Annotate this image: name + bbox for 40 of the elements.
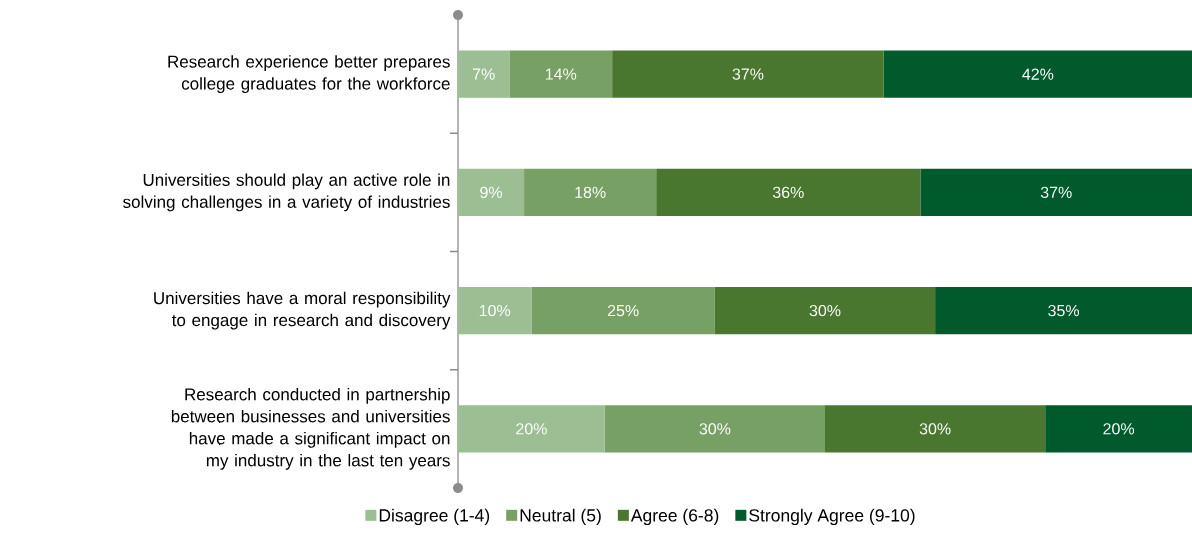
data-label: 10% xyxy=(479,304,511,317)
y-tick-label: Universities have a moral responsibility to engage in research and discovery xyxy=(154,291,451,330)
bar xyxy=(524,168,657,217)
data-label: 37% xyxy=(732,68,764,80)
bar xyxy=(458,50,510,98)
bar xyxy=(509,50,613,98)
data-label: 25% xyxy=(607,304,639,317)
data-label: 9% xyxy=(480,186,503,199)
data-label: 35% xyxy=(1048,304,1079,317)
legend-label: Strongly Agree (9-10) xyxy=(749,508,915,526)
bar xyxy=(531,286,715,335)
data-label: 20% xyxy=(516,423,547,435)
data-label: 37% xyxy=(1040,186,1072,199)
bar xyxy=(935,286,1192,335)
bar xyxy=(458,405,605,453)
data-label: 30% xyxy=(919,423,951,435)
data-label: 42% xyxy=(1022,68,1054,80)
bar xyxy=(825,405,1046,453)
bar xyxy=(612,50,884,98)
data-label: 14% xyxy=(545,68,577,80)
data-label: 18% xyxy=(575,186,606,199)
bar xyxy=(656,168,921,217)
bar xyxy=(1045,405,1192,453)
legend-label: Agree (6-8) xyxy=(630,508,719,526)
legend-label: Disagree (1-4) xyxy=(379,508,490,526)
bar xyxy=(604,405,826,453)
y-tick-label: Research conducted in partnership between businesses and universities have made a significant impact on my industry in the last ten years xyxy=(171,387,450,470)
data-label: 7% xyxy=(472,68,495,80)
bar xyxy=(883,50,1192,98)
bar xyxy=(458,286,532,335)
bar xyxy=(458,168,525,217)
data-label: 30% xyxy=(699,423,731,435)
y-tick-label: Universities should play an active role in solving challenges in a variety of industries xyxy=(123,173,450,212)
legend-label: Neutral (5) xyxy=(520,508,601,526)
data-label: 20% xyxy=(1103,423,1135,435)
data-label: 36% xyxy=(772,186,804,199)
bar xyxy=(920,168,1192,217)
data-label: 30% xyxy=(809,304,841,317)
bar xyxy=(714,286,936,335)
y-tick-label: Research experience better prepares college graduates for the workforce xyxy=(168,55,450,94)
